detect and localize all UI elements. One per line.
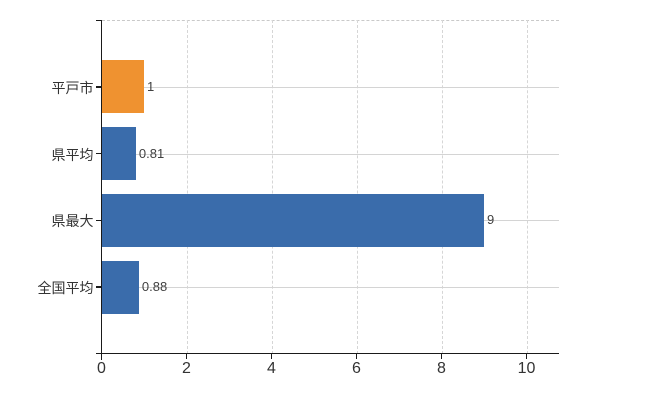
y-axis-top-tick — [95, 19, 102, 21]
x-axis-tick-label: 2 — [182, 360, 191, 377]
value-label: 1 — [147, 78, 155, 94]
x-axis-tick — [270, 354, 273, 359]
x-axis-tick-label: 4 — [267, 360, 276, 377]
category-label: 平戸市 — [51, 79, 94, 96]
horizontal-gridline — [101, 86, 559, 88]
bar — [101, 127, 136, 181]
value-label: 9 — [487, 212, 495, 228]
plot-top-border — [101, 20, 559, 21]
category-label: 県平均 — [51, 146, 94, 163]
y-axis-tick — [96, 286, 102, 288]
vertical-gridline — [441, 20, 443, 354]
category-label: 県最大 — [51, 213, 94, 230]
value-label: 0.81 — [138, 145, 165, 161]
bar — [101, 193, 484, 247]
bar — [101, 260, 139, 314]
x-axis-tick-label: 6 — [352, 360, 361, 377]
x-axis-tick — [525, 354, 528, 359]
vertical-gridline — [186, 20, 188, 354]
vertical-gridline — [271, 20, 273, 354]
x-axis-tick-label: 10 — [517, 360, 536, 377]
value-label: 0.88 — [141, 279, 168, 295]
x-axis-tick — [185, 354, 188, 359]
x-axis-tick-label: 8 — [437, 360, 446, 377]
vertical-gridline — [356, 20, 358, 354]
x-axis-tick-label: 0 — [97, 360, 106, 377]
horizontal-gridline — [101, 153, 559, 155]
horizontal-gridline — [101, 287, 559, 289]
x-axis-tick — [440, 354, 443, 359]
y-axis-tick — [96, 86, 102, 88]
x-axis-line — [95, 352, 559, 354]
y-axis-tick — [96, 219, 102, 222]
bar — [101, 60, 144, 114]
x-axis-tick — [355, 354, 358, 359]
y-axis-tick — [96, 152, 102, 155]
vertical-gridline — [526, 20, 528, 354]
y-axis-line — [100, 19, 103, 360]
category-label: 全国平均 — [37, 280, 94, 297]
